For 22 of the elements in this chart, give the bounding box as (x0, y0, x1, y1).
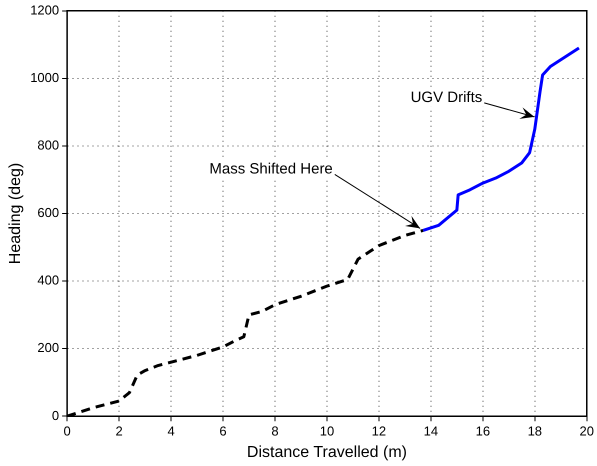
annotation: UGV Drifts (410, 89, 482, 106)
annotation: Mass Shifted Here (209, 160, 333, 178)
x-tick-label: 12 (372, 424, 386, 439)
x-tick-label: 4 (167, 424, 175, 439)
x-tick-label: 14 (424, 424, 438, 439)
y-tick-label: 800 (37, 138, 60, 153)
x-tick-label: 6 (219, 424, 227, 439)
y-tick-label: 0 (52, 408, 60, 423)
y-tick-label: 1000 (30, 70, 60, 85)
x-tick-label: 16 (476, 424, 490, 439)
y-tick-label: 400 (37, 272, 60, 288)
y-axis-title: Heading (deg) (7, 162, 24, 264)
x-tick-label: 20 (580, 424, 594, 439)
x-tick-label: 18 (528, 424, 542, 439)
x-tick-label: 2 (115, 424, 123, 439)
y-tick-label: 1200 (30, 2, 60, 18)
x-tick-label: 0 (64, 424, 71, 439)
x-tick-label: 10 (320, 424, 334, 439)
x-axis-title: Distance Travelled (m) (246, 444, 407, 461)
y-tick-label: 600 (37, 205, 60, 220)
x-tick-label: 8 (271, 424, 279, 439)
y-tick-label: 200 (37, 340, 60, 356)
